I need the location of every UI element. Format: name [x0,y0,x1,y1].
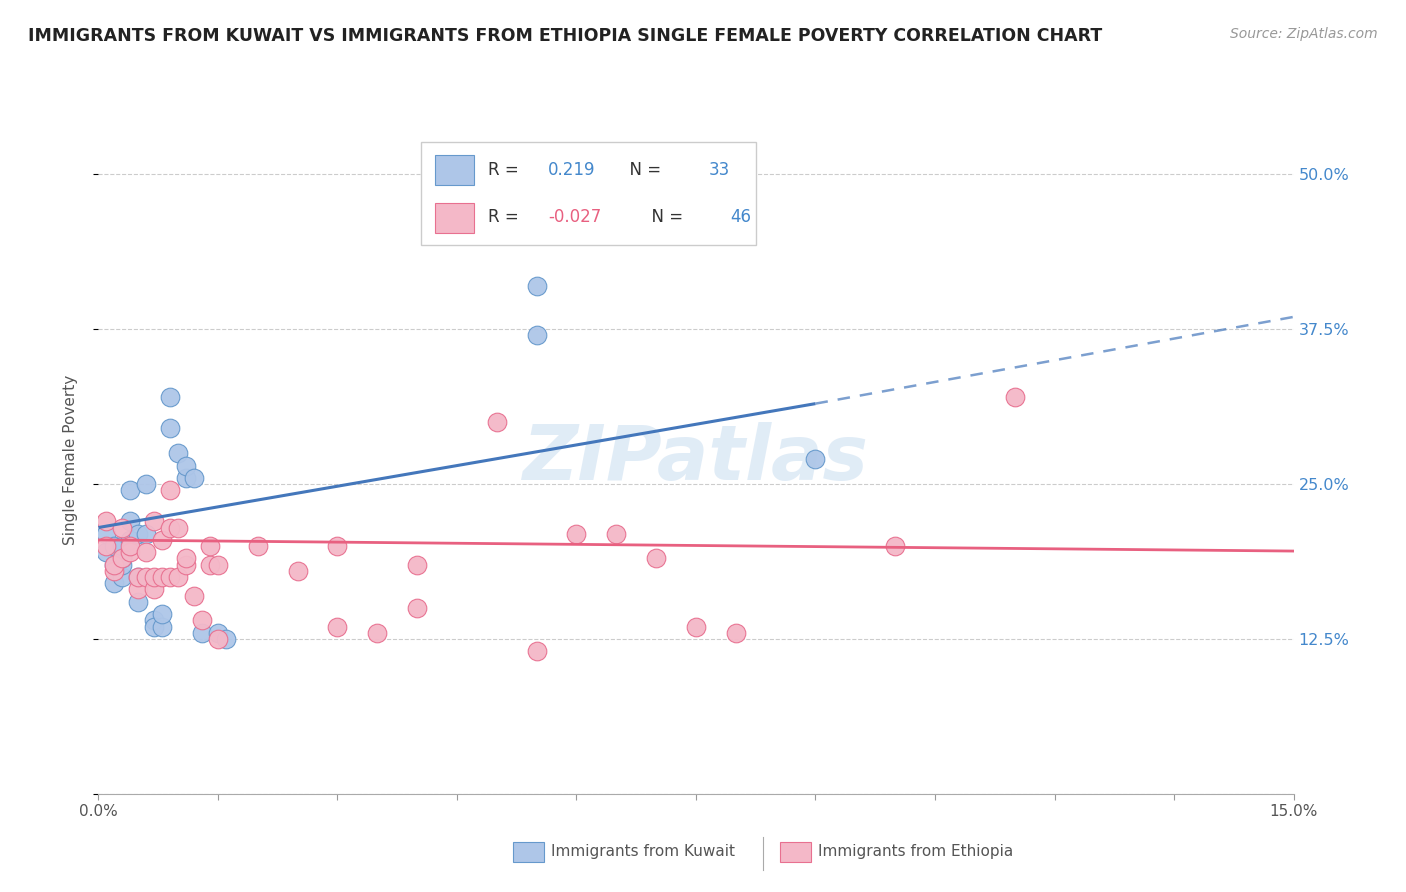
Point [111,551,134,566]
Point [150,619,173,633]
Point [111,520,134,534]
Point [143,570,166,584]
Text: N =: N = [620,161,666,178]
Text: Source: ZipAtlas.com: Source: ZipAtlas.com [1230,27,1378,41]
Point [111,539,134,553]
Point [526,328,548,343]
Point [326,619,349,633]
Point [111,558,134,572]
Point [150,570,173,584]
Point [366,625,388,640]
Text: R =: R = [488,208,524,227]
FancyBboxPatch shape [436,203,474,234]
Point [159,520,181,534]
Point [159,483,181,498]
Point [724,625,747,640]
Text: 0.219: 0.219 [548,161,595,178]
Point [135,545,157,559]
Point [143,514,166,528]
FancyBboxPatch shape [436,155,474,186]
Text: N =: N = [641,208,689,227]
Point [485,415,508,429]
Point [605,526,627,541]
Text: R =: R = [488,161,524,178]
Point [120,483,142,498]
Point [645,551,668,566]
Y-axis label: Single Female Poverty: Single Female Poverty [63,375,77,544]
Point [135,570,157,584]
Point [167,570,190,584]
Point [159,421,181,435]
Point [884,539,907,553]
Point [526,644,548,658]
Point [183,589,205,603]
Point [174,558,197,572]
Text: 33: 33 [709,161,730,178]
Point [127,570,149,584]
Point [198,558,221,572]
Point [167,520,190,534]
Point [174,551,197,566]
Point [246,539,269,553]
Point [96,526,118,541]
Point [207,625,229,640]
Point [159,570,181,584]
Point [207,632,229,646]
Point [804,452,827,467]
Point [1004,391,1026,405]
Point [127,570,149,584]
Point [406,558,429,572]
Point [135,526,157,541]
Point [207,558,229,572]
Point [103,576,125,591]
Point [96,514,118,528]
Point [174,471,197,485]
Point [127,582,149,597]
Point [120,539,142,553]
Point [143,614,166,628]
Point [96,545,118,559]
Point [120,514,142,528]
Point [198,539,221,553]
Point [127,595,149,609]
Point [159,391,181,405]
Point [127,526,149,541]
Text: Immigrants from Kuwait: Immigrants from Kuwait [551,845,735,859]
Point [120,545,142,559]
Point [685,619,707,633]
Text: IMMIGRANTS FROM KUWAIT VS IMMIGRANTS FROM ETHIOPIA SINGLE FEMALE POVERTY CORRELA: IMMIGRANTS FROM KUWAIT VS IMMIGRANTS FRO… [28,27,1102,45]
Point [96,539,118,553]
Text: -0.027: -0.027 [548,208,600,227]
Point [215,632,238,646]
Point [103,564,125,578]
Point [103,558,125,572]
Point [120,533,142,547]
Point [150,607,173,622]
Text: ZIPatlas: ZIPatlas [523,423,869,496]
Point [135,477,157,491]
FancyBboxPatch shape [422,142,756,245]
Point [191,614,214,628]
Text: Immigrants from Ethiopia: Immigrants from Ethiopia [818,845,1014,859]
Point [167,446,190,460]
Point [103,558,125,572]
Point [191,625,214,640]
Point [183,471,205,485]
Point [174,458,197,473]
Point [111,551,134,566]
Point [287,564,309,578]
Point [326,539,349,553]
Point [526,279,548,293]
Point [103,539,125,553]
Point [406,601,429,615]
Point [150,533,173,547]
Point [111,570,134,584]
Point [143,582,166,597]
Point [565,526,588,541]
Text: 46: 46 [731,208,752,227]
Point [143,619,166,633]
